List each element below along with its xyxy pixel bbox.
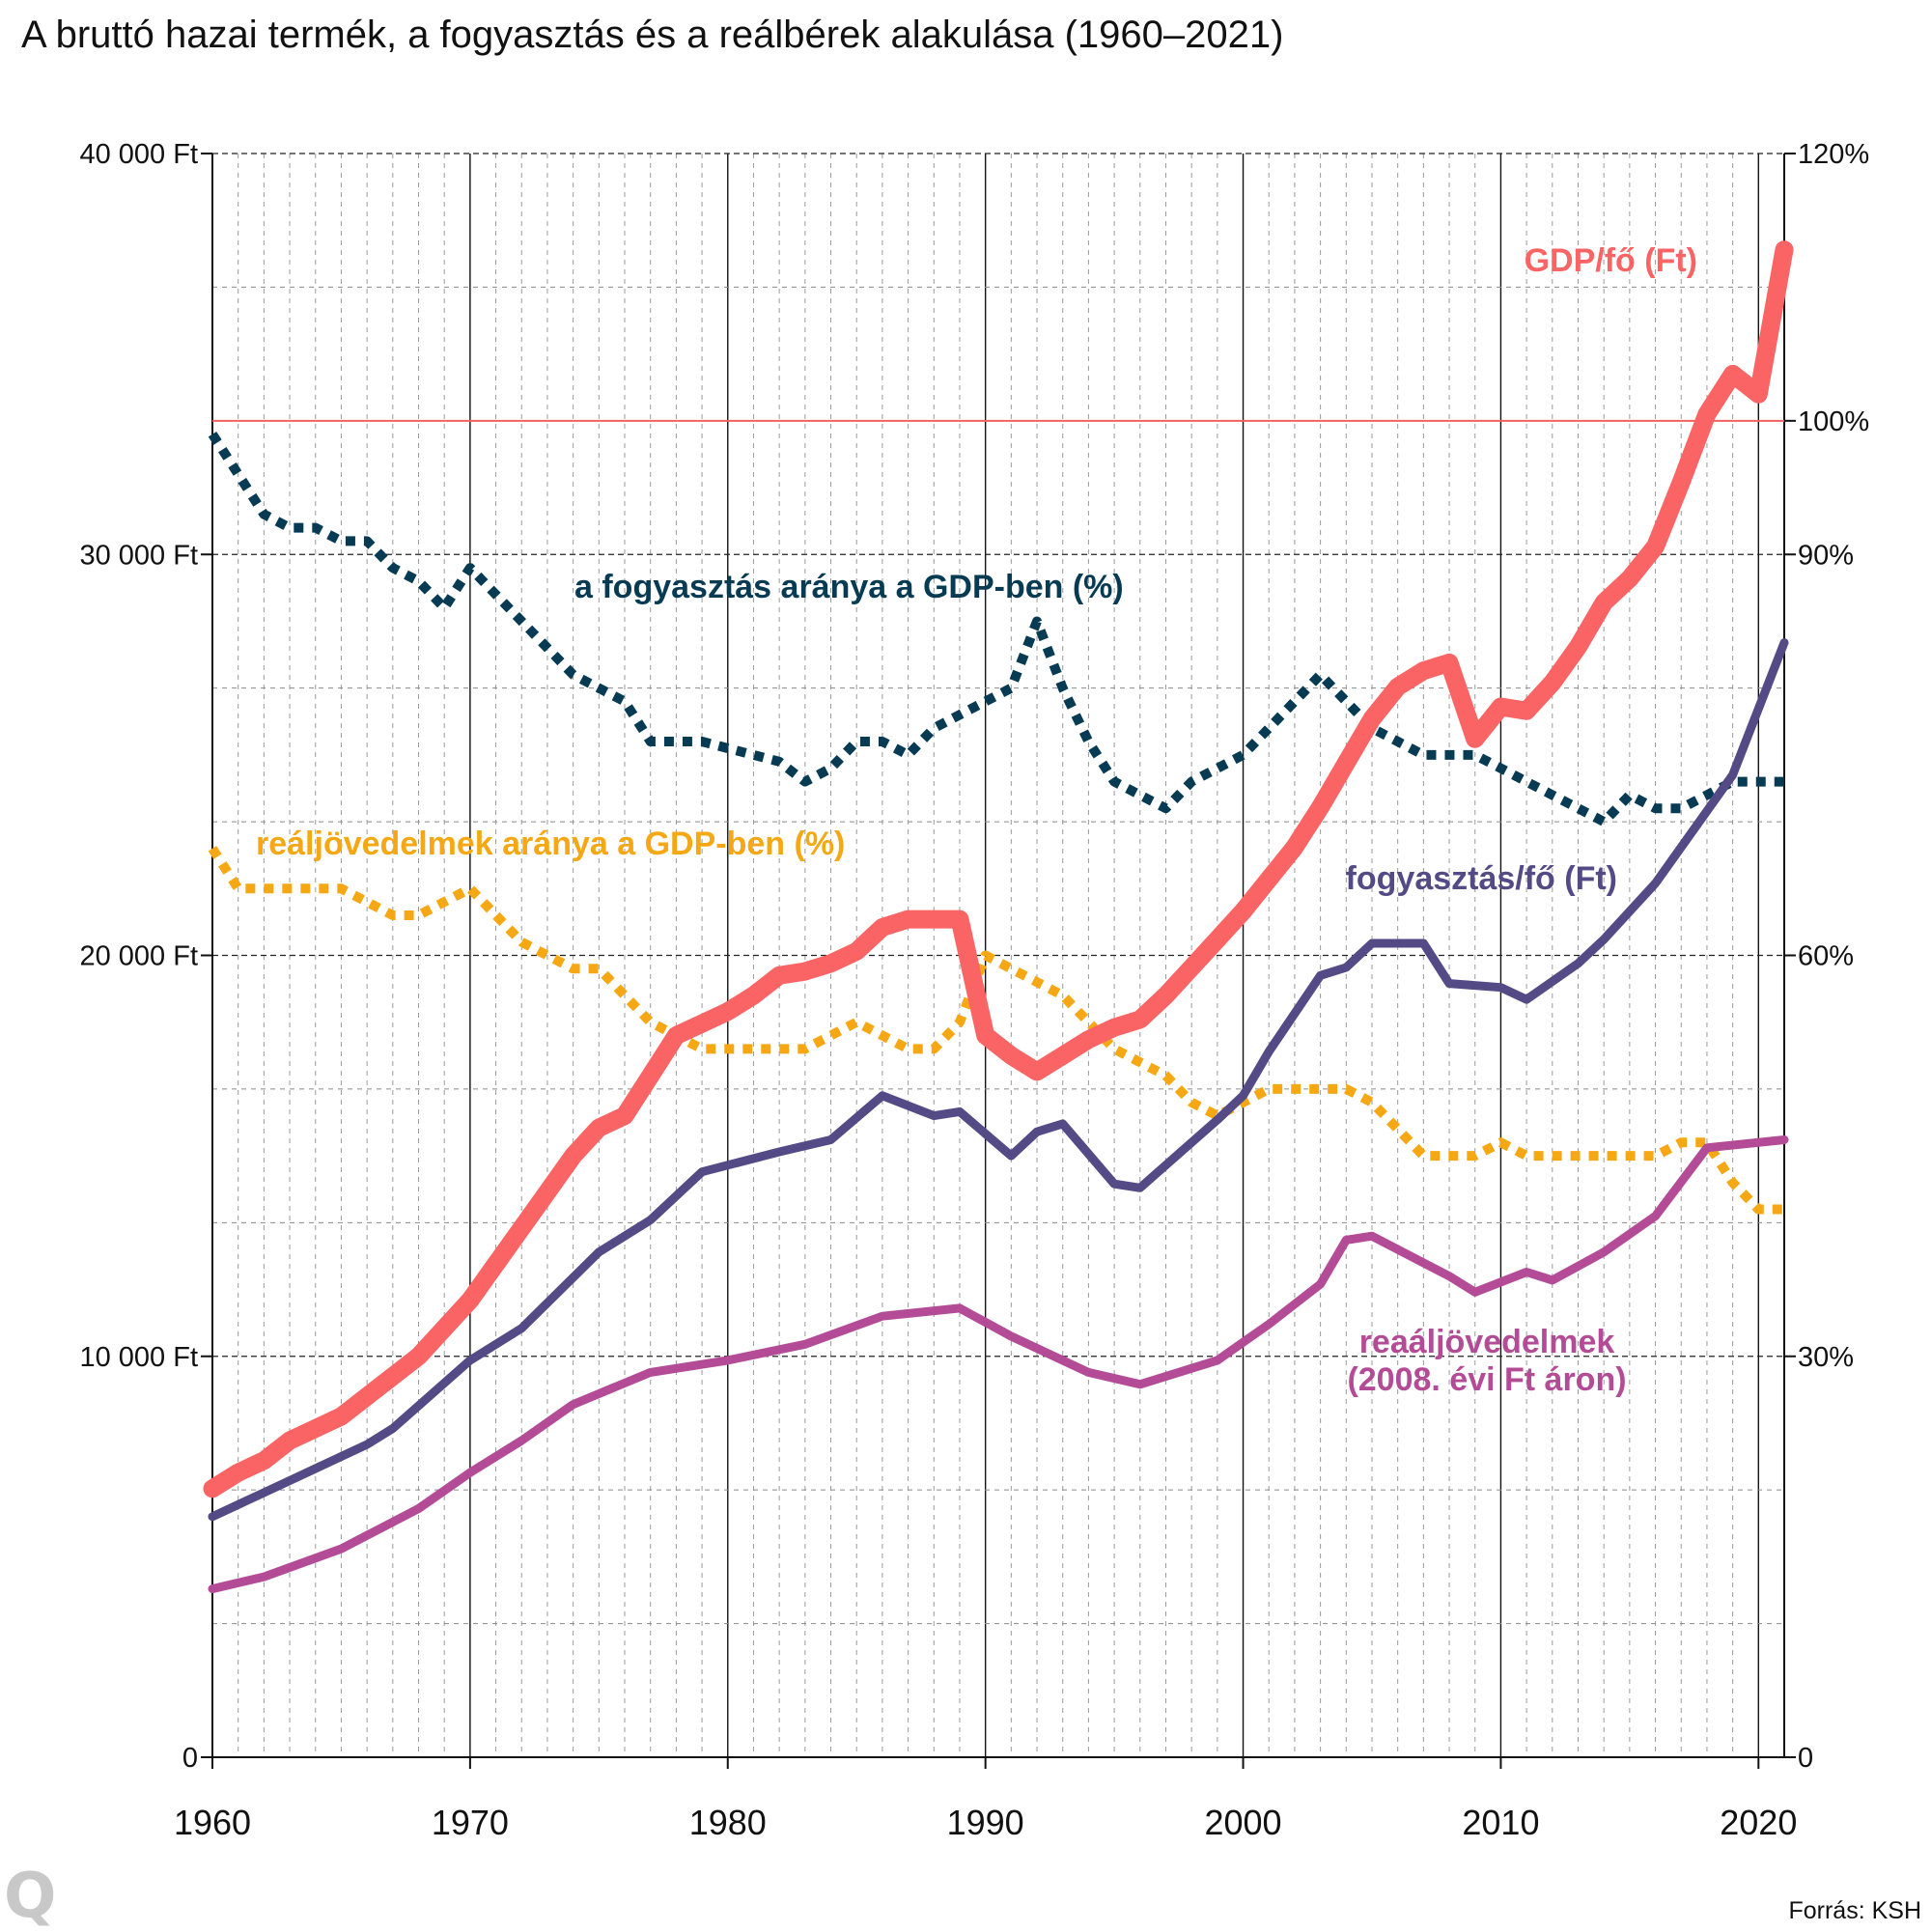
x-tick-label: 2000 bbox=[1204, 1803, 1281, 1842]
y-left-tick-label: 30 000 Ft bbox=[79, 540, 198, 571]
series-label-4: reáljövedelmek aránya a GDP-ben (%) bbox=[256, 826, 845, 862]
grid bbox=[211, 153, 1785, 1757]
chart-title: A bruttó hazai termék, a fogyasztás és a… bbox=[21, 14, 1284, 56]
x-tick-label: 2020 bbox=[1720, 1803, 1797, 1842]
y-left-tick-label: 0 bbox=[182, 1743, 198, 1774]
x-tick-label: 1960 bbox=[174, 1803, 251, 1842]
y-left-tick-label: 40 000 Ft bbox=[79, 139, 198, 170]
series-label-0: GDP/fő (Ft) bbox=[1525, 242, 1697, 279]
series-label-2: (2008. évi Ft áron) bbox=[1347, 1361, 1626, 1398]
x-tick-label: 1980 bbox=[689, 1803, 767, 1842]
y-left-tick-label: 10 000 Ft bbox=[79, 1342, 198, 1373]
y-right-tick-label: 30% bbox=[1798, 1342, 1854, 1373]
y-right-tick-label: 0 bbox=[1798, 1743, 1813, 1774]
y-right-tick-label: 90% bbox=[1798, 540, 1854, 571]
q-logo: Q bbox=[4, 1861, 57, 1932]
series-label-3: a fogyasztás aránya a GDP-ben (%) bbox=[574, 569, 1124, 605]
source-note: Forrás: KSH bbox=[1788, 1897, 1921, 1924]
series-line-1 bbox=[208, 638, 1789, 1522]
series-line-0 bbox=[203, 240, 1794, 1498]
series-lines bbox=[203, 240, 1794, 1594]
x-tick-label: 1990 bbox=[947, 1803, 1024, 1842]
series-line-3 bbox=[208, 431, 1784, 827]
series-label-2: reaáljövedelmek bbox=[1359, 1324, 1615, 1360]
series-line-2 bbox=[208, 1135, 1789, 1594]
series-labels: GDP/fő (Ft) fogyasztás/fő (Ft) reaáljövede… bbox=[256, 242, 1697, 1398]
y-right-tick-label: 120% bbox=[1798, 139, 1869, 170]
x-tick-label: 2010 bbox=[1462, 1803, 1539, 1842]
series-label-1: fogyasztás/fő (Ft) bbox=[1346, 860, 1617, 897]
y-right-tick-label: 60% bbox=[1798, 941, 1854, 972]
x-tick-label: 1970 bbox=[432, 1803, 509, 1842]
axes: 0 10 000 Ft 20 000 Ft 30 000 Ft 40 000 Ft 0 30… bbox=[79, 139, 1869, 1842]
series-line-4 bbox=[208, 846, 1784, 1215]
y-left-tick-label: 20 000 Ft bbox=[79, 941, 198, 972]
y-right-tick-label: 100% bbox=[1798, 406, 1869, 437]
